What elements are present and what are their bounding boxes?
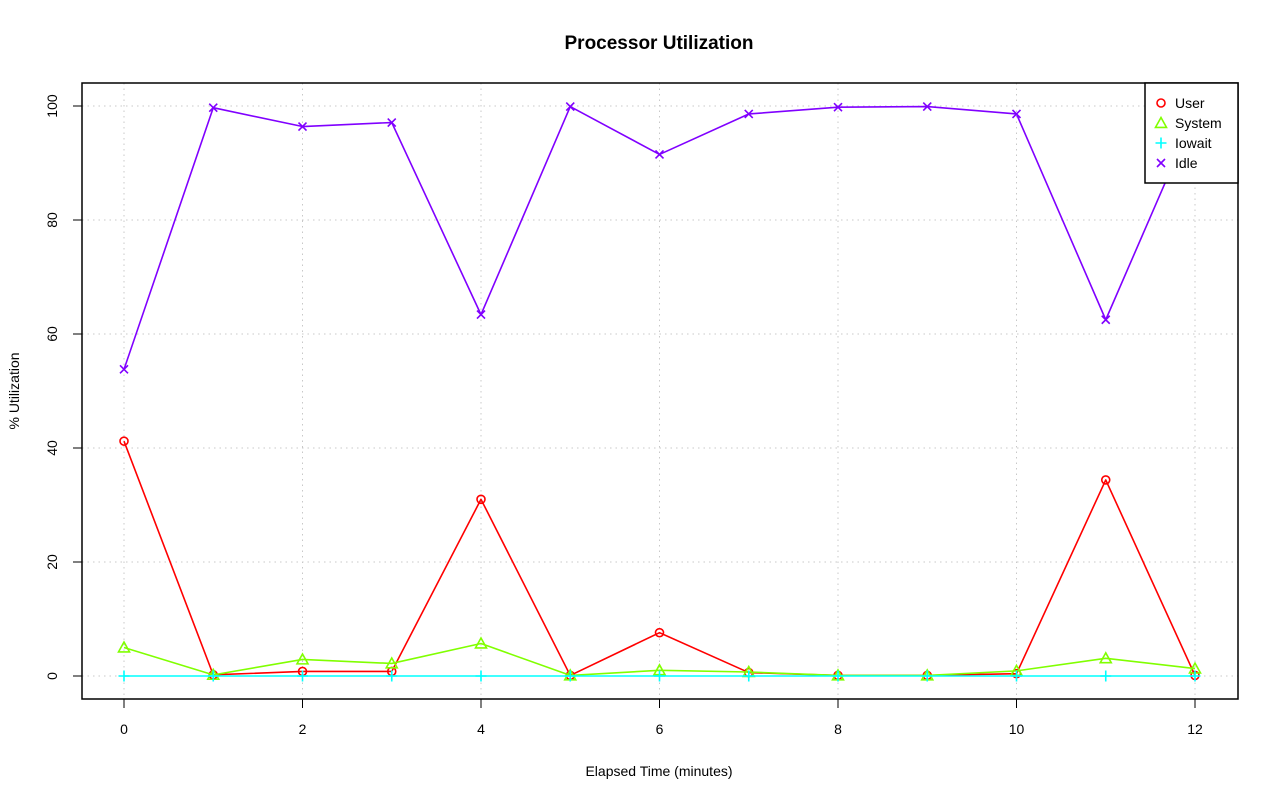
data-point-idle xyxy=(654,149,665,160)
x-axis-title: Elapsed Time (minutes) xyxy=(585,763,732,779)
legend-label-iowait: Iowait xyxy=(1175,135,1212,151)
data-point-iowait xyxy=(1011,670,1022,682)
series-line-user xyxy=(123,440,1196,677)
data-point-iowait xyxy=(1189,670,1201,682)
grid xyxy=(82,83,1238,699)
y-axis-title: % Utilization xyxy=(6,352,22,429)
data-point-idle xyxy=(476,310,486,320)
y-tick-label: 80 xyxy=(44,212,60,228)
legend: User System Iowait Idle xyxy=(1144,82,1239,184)
data-point-idle xyxy=(922,102,932,112)
data-point-iowait xyxy=(297,670,308,682)
data-point-system xyxy=(117,640,131,653)
data-point-iowait xyxy=(475,670,487,682)
y-tick-label: 60 xyxy=(44,326,60,342)
data-point-iowait xyxy=(1100,670,1112,682)
data-point-iowait xyxy=(207,670,219,682)
legend-label-system: System xyxy=(1175,115,1222,131)
legend-marker-idle xyxy=(1156,158,1166,168)
data-point-idle xyxy=(565,102,575,112)
data-point-idle xyxy=(119,364,129,374)
x-tick-label: 0 xyxy=(120,721,128,737)
data-point-iowait xyxy=(832,670,844,682)
data-point-iowait xyxy=(743,670,755,682)
y-tick-label: 100 xyxy=(44,94,60,118)
y-tick-label: 20 xyxy=(44,554,60,570)
data-point-iowait xyxy=(654,670,665,682)
series-group xyxy=(117,102,1202,682)
legend-marker-system xyxy=(1154,115,1168,129)
data-point-iowait xyxy=(564,670,576,682)
data-point-iowait xyxy=(386,670,398,682)
data-point-system xyxy=(474,636,488,649)
legend-label-user: User xyxy=(1175,95,1205,111)
x-tick-label: 4 xyxy=(477,721,485,737)
y-tick-label: 40 xyxy=(44,440,60,456)
x-tick-label: 10 xyxy=(1009,721,1025,737)
data-point-user xyxy=(119,436,129,446)
data-point-idle xyxy=(387,117,397,128)
data-point-idle xyxy=(1011,109,1022,119)
series-iowait xyxy=(118,670,1201,682)
data-point-idle xyxy=(1101,315,1111,325)
data-point-user xyxy=(1100,475,1111,485)
data-point-user xyxy=(654,627,665,638)
y-tick-label: 0 xyxy=(44,672,60,680)
x-tick-label: 2 xyxy=(299,721,307,737)
plot-frame xyxy=(81,82,1239,700)
data-point-iowait xyxy=(921,670,933,682)
legend-box xyxy=(1144,82,1239,184)
data-point-idle xyxy=(208,103,218,113)
legend-marker-iowait xyxy=(1155,137,1167,149)
axes: 0 2 4 6 8 10 12 0 20 40 60 80 100 xyxy=(44,94,1203,737)
legend-label-idle: Idle xyxy=(1175,155,1198,171)
data-point-iowait xyxy=(118,670,130,682)
data-point-idle xyxy=(744,109,754,119)
x-tick-label: 12 xyxy=(1187,721,1203,737)
data-point-system xyxy=(295,652,310,665)
chart-title: Processor Utilization xyxy=(565,33,754,54)
data-point-system xyxy=(384,656,399,669)
data-point-idle xyxy=(297,121,308,132)
legend-marker-user xyxy=(1156,98,1166,108)
x-tick-label: 8 xyxy=(834,721,842,737)
x-tick-label: 6 xyxy=(656,721,664,737)
data-point-system xyxy=(1098,651,1113,664)
data-point-user xyxy=(476,494,486,505)
data-point-idle xyxy=(833,102,843,112)
